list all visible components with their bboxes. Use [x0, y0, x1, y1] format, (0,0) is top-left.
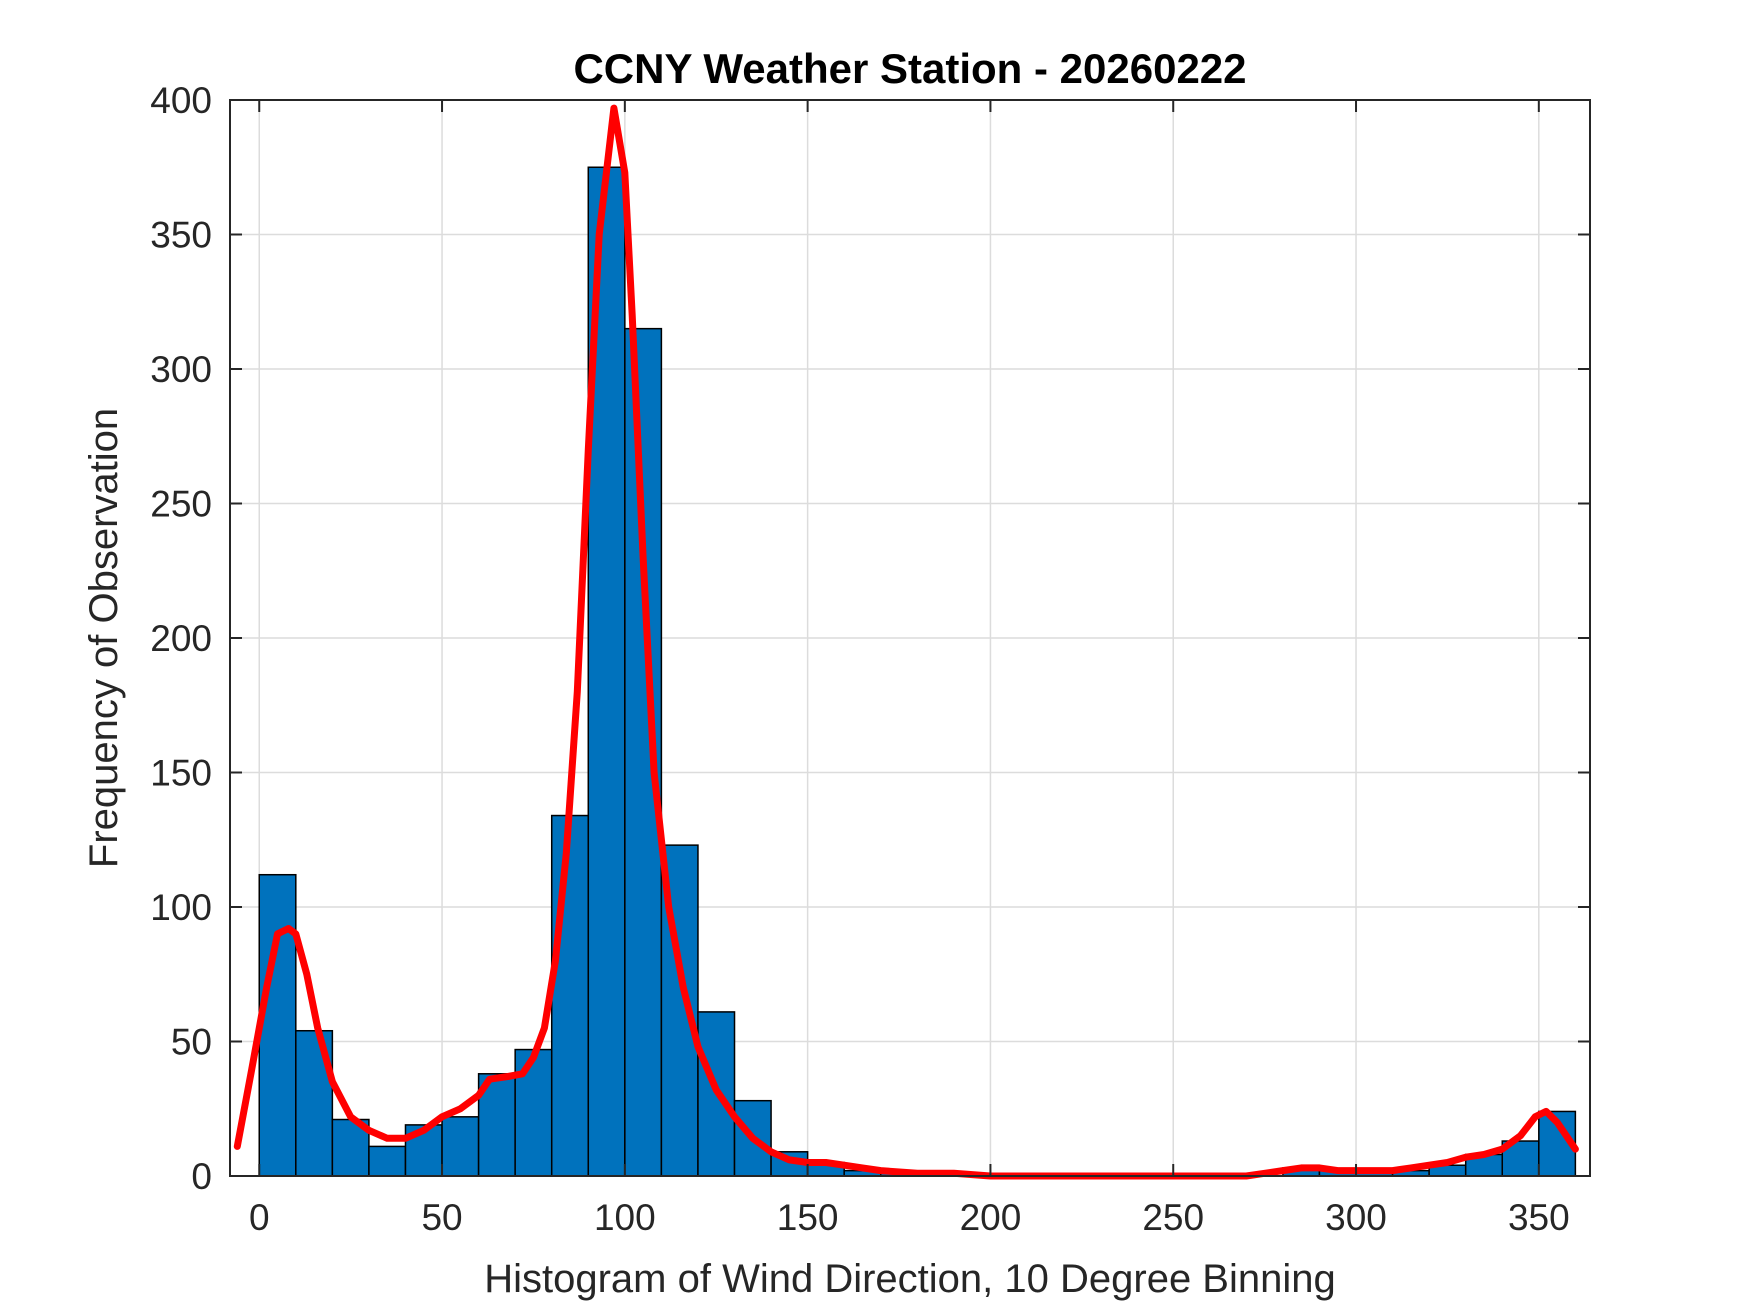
x-tick-label: 250: [1142, 1197, 1204, 1238]
axis-ticks: [230, 99, 1590, 1177]
x-tick-label: 350: [1508, 1197, 1570, 1238]
histogram-bar: [368, 1145, 407, 1177]
histogram-bar: [441, 1116, 480, 1177]
x-tick-label: 150: [777, 1197, 839, 1238]
chart-title: CCNY Weather Station - 20260222: [573, 45, 1246, 92]
y-tick-label: 250: [150, 484, 212, 525]
y-tick-label: 300: [150, 349, 212, 390]
x-tick-label: 200: [960, 1197, 1022, 1238]
x-tick-label: 50: [421, 1197, 462, 1238]
x-tick-label: 100: [594, 1197, 656, 1238]
y-tick-label: 50: [171, 1022, 212, 1063]
y-tick-label: 350: [150, 215, 212, 256]
histogram-bar: [550, 814, 590, 1177]
y-tick-label: 0: [191, 1156, 212, 1197]
y-tick-label: 100: [150, 887, 212, 928]
y-axis-label: Frequency of Observation: [82, 408, 126, 868]
y-tick-label: 150: [150, 753, 212, 794]
density-curve: [233, 104, 1579, 1180]
y-tick-label: 200: [150, 618, 212, 659]
x-tick-label: 300: [1325, 1197, 1387, 1238]
histogram-bar: [258, 873, 297, 1177]
y-tick-label: 400: [150, 80, 212, 121]
histogram-bar: [514, 1048, 553, 1177]
y-tick-labels: 0 50 100 150 200 250 300 350 400: [150, 80, 212, 1197]
histogram-bars: [258, 166, 1577, 1177]
x-axis-label: Histogram of Wind Direction, 10 Degree B…: [484, 1257, 1336, 1301]
x-tick-label: 0: [249, 1197, 270, 1238]
x-tick-labels: 0 50 100 150 200 250 300 350: [249, 1197, 1570, 1238]
